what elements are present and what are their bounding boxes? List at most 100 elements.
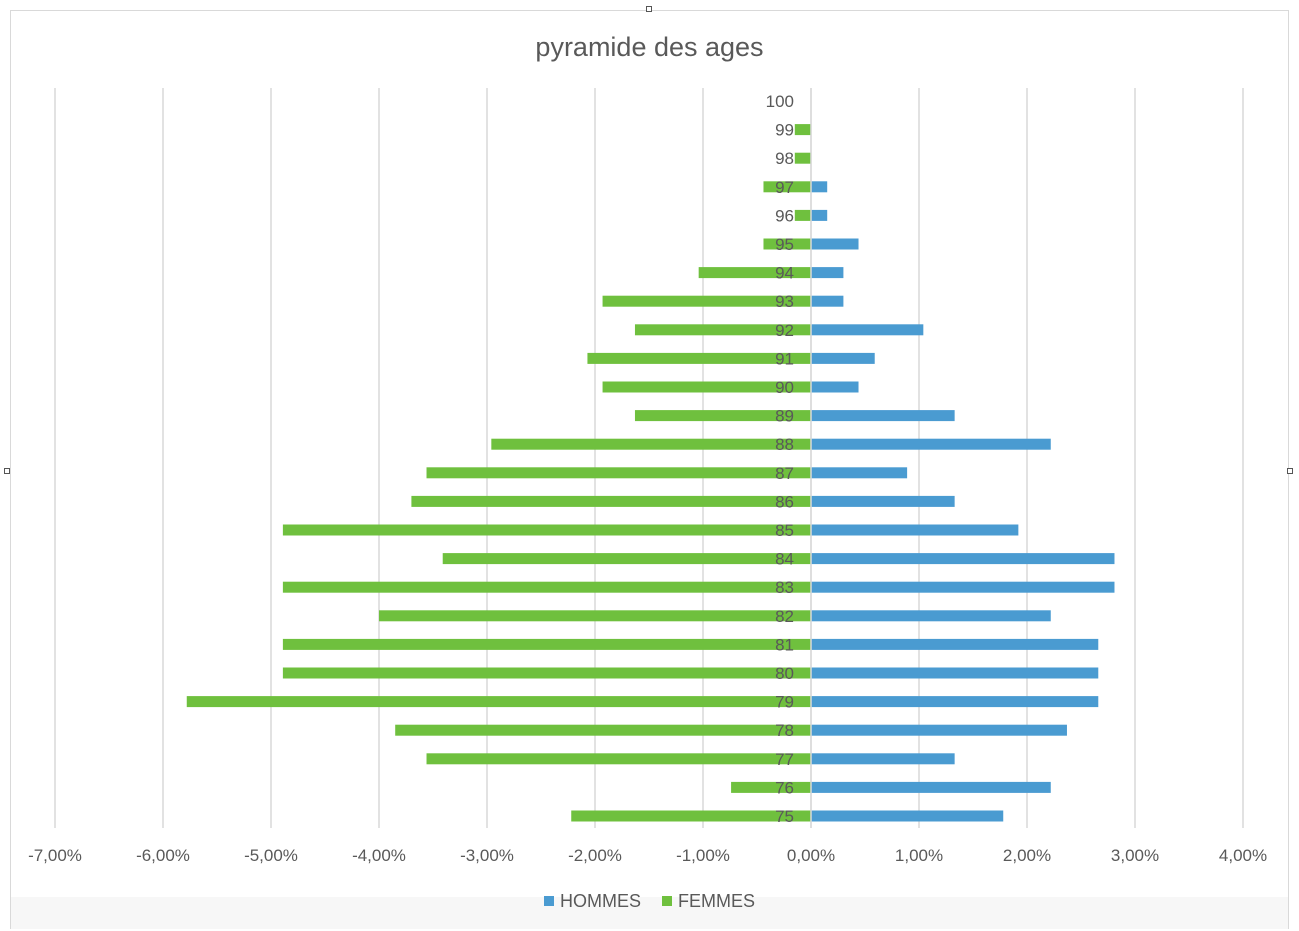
bar-femmes-83[interactable] [282, 581, 811, 593]
age-label: 95 [775, 235, 794, 254]
bar-femmes-88[interactable] [491, 438, 811, 450]
age-label: 81 [775, 635, 794, 654]
bar-hommes-86[interactable] [811, 495, 955, 507]
bar-femmes-98[interactable] [794, 152, 811, 164]
legend-item-femmes[interactable]: FEMMES [662, 891, 755, 912]
age-label: 86 [775, 492, 794, 511]
age-label: 88 [775, 435, 794, 454]
age-label: 91 [775, 349, 794, 368]
bar-hommes-84[interactable] [811, 553, 1115, 565]
bar-hommes-82[interactable] [811, 610, 1051, 622]
age-label: 100 [766, 92, 794, 111]
bar-femmes-85[interactable] [282, 524, 811, 536]
bar-femmes-77[interactable] [426, 753, 811, 765]
bar-femmes-78[interactable] [395, 724, 811, 736]
bar-hommes-85[interactable] [811, 524, 1019, 536]
bar-femmes-82[interactable] [379, 610, 811, 622]
bar-femmes-94[interactable] [698, 267, 811, 279]
age-label: 98 [775, 149, 794, 168]
bar-femmes-86[interactable] [411, 495, 811, 507]
bar-hommes-90[interactable] [811, 381, 859, 393]
bar-femmes-91[interactable] [587, 352, 811, 364]
bar-femmes-97[interactable] [763, 181, 811, 193]
age-label: 93 [775, 292, 794, 311]
bar-femmes-90[interactable] [602, 381, 811, 393]
age-label: 96 [775, 206, 794, 225]
x-tick-label: -6,00% [136, 846, 190, 865]
bar-hommes-80[interactable] [811, 667, 1099, 679]
age-label: 78 [775, 721, 794, 740]
x-tick-label: 0,00% [787, 846, 835, 865]
bar-hommes-77[interactable] [811, 753, 955, 765]
bar-hommes-88[interactable] [811, 438, 1051, 450]
bar-femmes-87[interactable] [426, 467, 811, 479]
bars [186, 124, 1115, 822]
resize-handle-right[interactable] [1287, 468, 1293, 474]
legend-swatch-femmes [662, 896, 672, 906]
age-label: 76 [775, 778, 794, 797]
bar-hommes-95[interactable] [811, 238, 859, 250]
age-label: 92 [775, 321, 794, 340]
legend-label-hommes: HOMMES [559, 890, 641, 911]
bar-femmes-75[interactable] [571, 810, 811, 822]
age-label: 77 [775, 750, 794, 769]
x-tick-label: -3,00% [460, 846, 514, 865]
age-label: 83 [775, 578, 794, 597]
bar-hommes-97[interactable] [811, 181, 828, 193]
age-label: 84 [775, 550, 794, 569]
bar-hommes-94[interactable] [811, 267, 844, 279]
legend-band [11, 897, 1288, 929]
bar-femmes-79[interactable] [186, 696, 811, 708]
age-label: 85 [775, 521, 794, 540]
bar-femmes-95[interactable] [763, 238, 811, 250]
bar-hommes-96[interactable] [811, 209, 828, 221]
resize-handle-left[interactable] [4, 468, 10, 474]
x-tick-label: -1,00% [676, 846, 730, 865]
bar-hommes-81[interactable] [811, 638, 1099, 650]
bar-femmes-92[interactable] [634, 324, 811, 336]
bar-femmes-89[interactable] [634, 410, 811, 422]
age-label: 97 [775, 178, 794, 197]
x-tick-labels: -7,00% -6,00% -5,00% -4,00% -3,00% -2,00% -1,0… [28, 846, 1267, 865]
chart-title: pyramide des ages [535, 32, 764, 62]
bar-femmes-76[interactable] [731, 781, 811, 793]
age-label: 90 [775, 378, 794, 397]
gridlines [54, 88, 1244, 828]
age-labels: 75 76 77 78 79 80 81 82 83 84 85 86 87 88 89 90 91 92 93 94… [766, 92, 794, 826]
legend-swatch-hommes [543, 896, 554, 906]
bar-femmes-80[interactable] [282, 667, 811, 679]
bar-femmes-93[interactable] [602, 295, 811, 307]
bar-hommes-78[interactable] [811, 724, 1067, 736]
age-label: 80 [775, 664, 794, 683]
bar-femmes-81[interactable] [282, 638, 811, 650]
bar-femmes-99[interactable] [794, 124, 811, 136]
legend-label-femmes: FEMMES [678, 890, 756, 911]
bar-hommes-79[interactable] [811, 696, 1099, 708]
resize-handle-top[interactable] [646, 6, 652, 12]
bar-hommes-87[interactable] [811, 467, 908, 479]
bar-hommes-76[interactable] [811, 781, 1051, 793]
age-label: 82 [775, 607, 794, 626]
bar-femmes-96[interactable] [794, 209, 811, 221]
x-tick-label: 1,00% [895, 846, 943, 865]
age-label: 79 [775, 693, 794, 712]
x-tick-label: -2,00% [568, 846, 622, 865]
bar-hommes-83[interactable] [811, 581, 1115, 593]
bar-femmes-84[interactable] [442, 553, 811, 565]
x-tick-label: 3,00% [1111, 846, 1159, 865]
bar-hommes-89[interactable] [811, 410, 955, 422]
bar-hommes-75[interactable] [811, 810, 1004, 822]
x-tick-label: -5,00% [244, 846, 298, 865]
x-tick-label: 4,00% [1219, 846, 1267, 865]
age-label: 89 [775, 407, 794, 426]
legend-item-hommes[interactable]: HOMMES [543, 890, 641, 912]
bar-hommes-93[interactable] [811, 295, 844, 307]
legend: HOMMES FEMMES [0, 890, 1299, 912]
bar-hommes-91[interactable] [811, 352, 875, 364]
x-tick-label: 2,00% [1003, 846, 1051, 865]
age-label: 87 [775, 464, 794, 483]
bar-hommes-92[interactable] [811, 324, 924, 336]
age-label: 99 [775, 121, 794, 140]
age-label: 94 [775, 264, 794, 283]
